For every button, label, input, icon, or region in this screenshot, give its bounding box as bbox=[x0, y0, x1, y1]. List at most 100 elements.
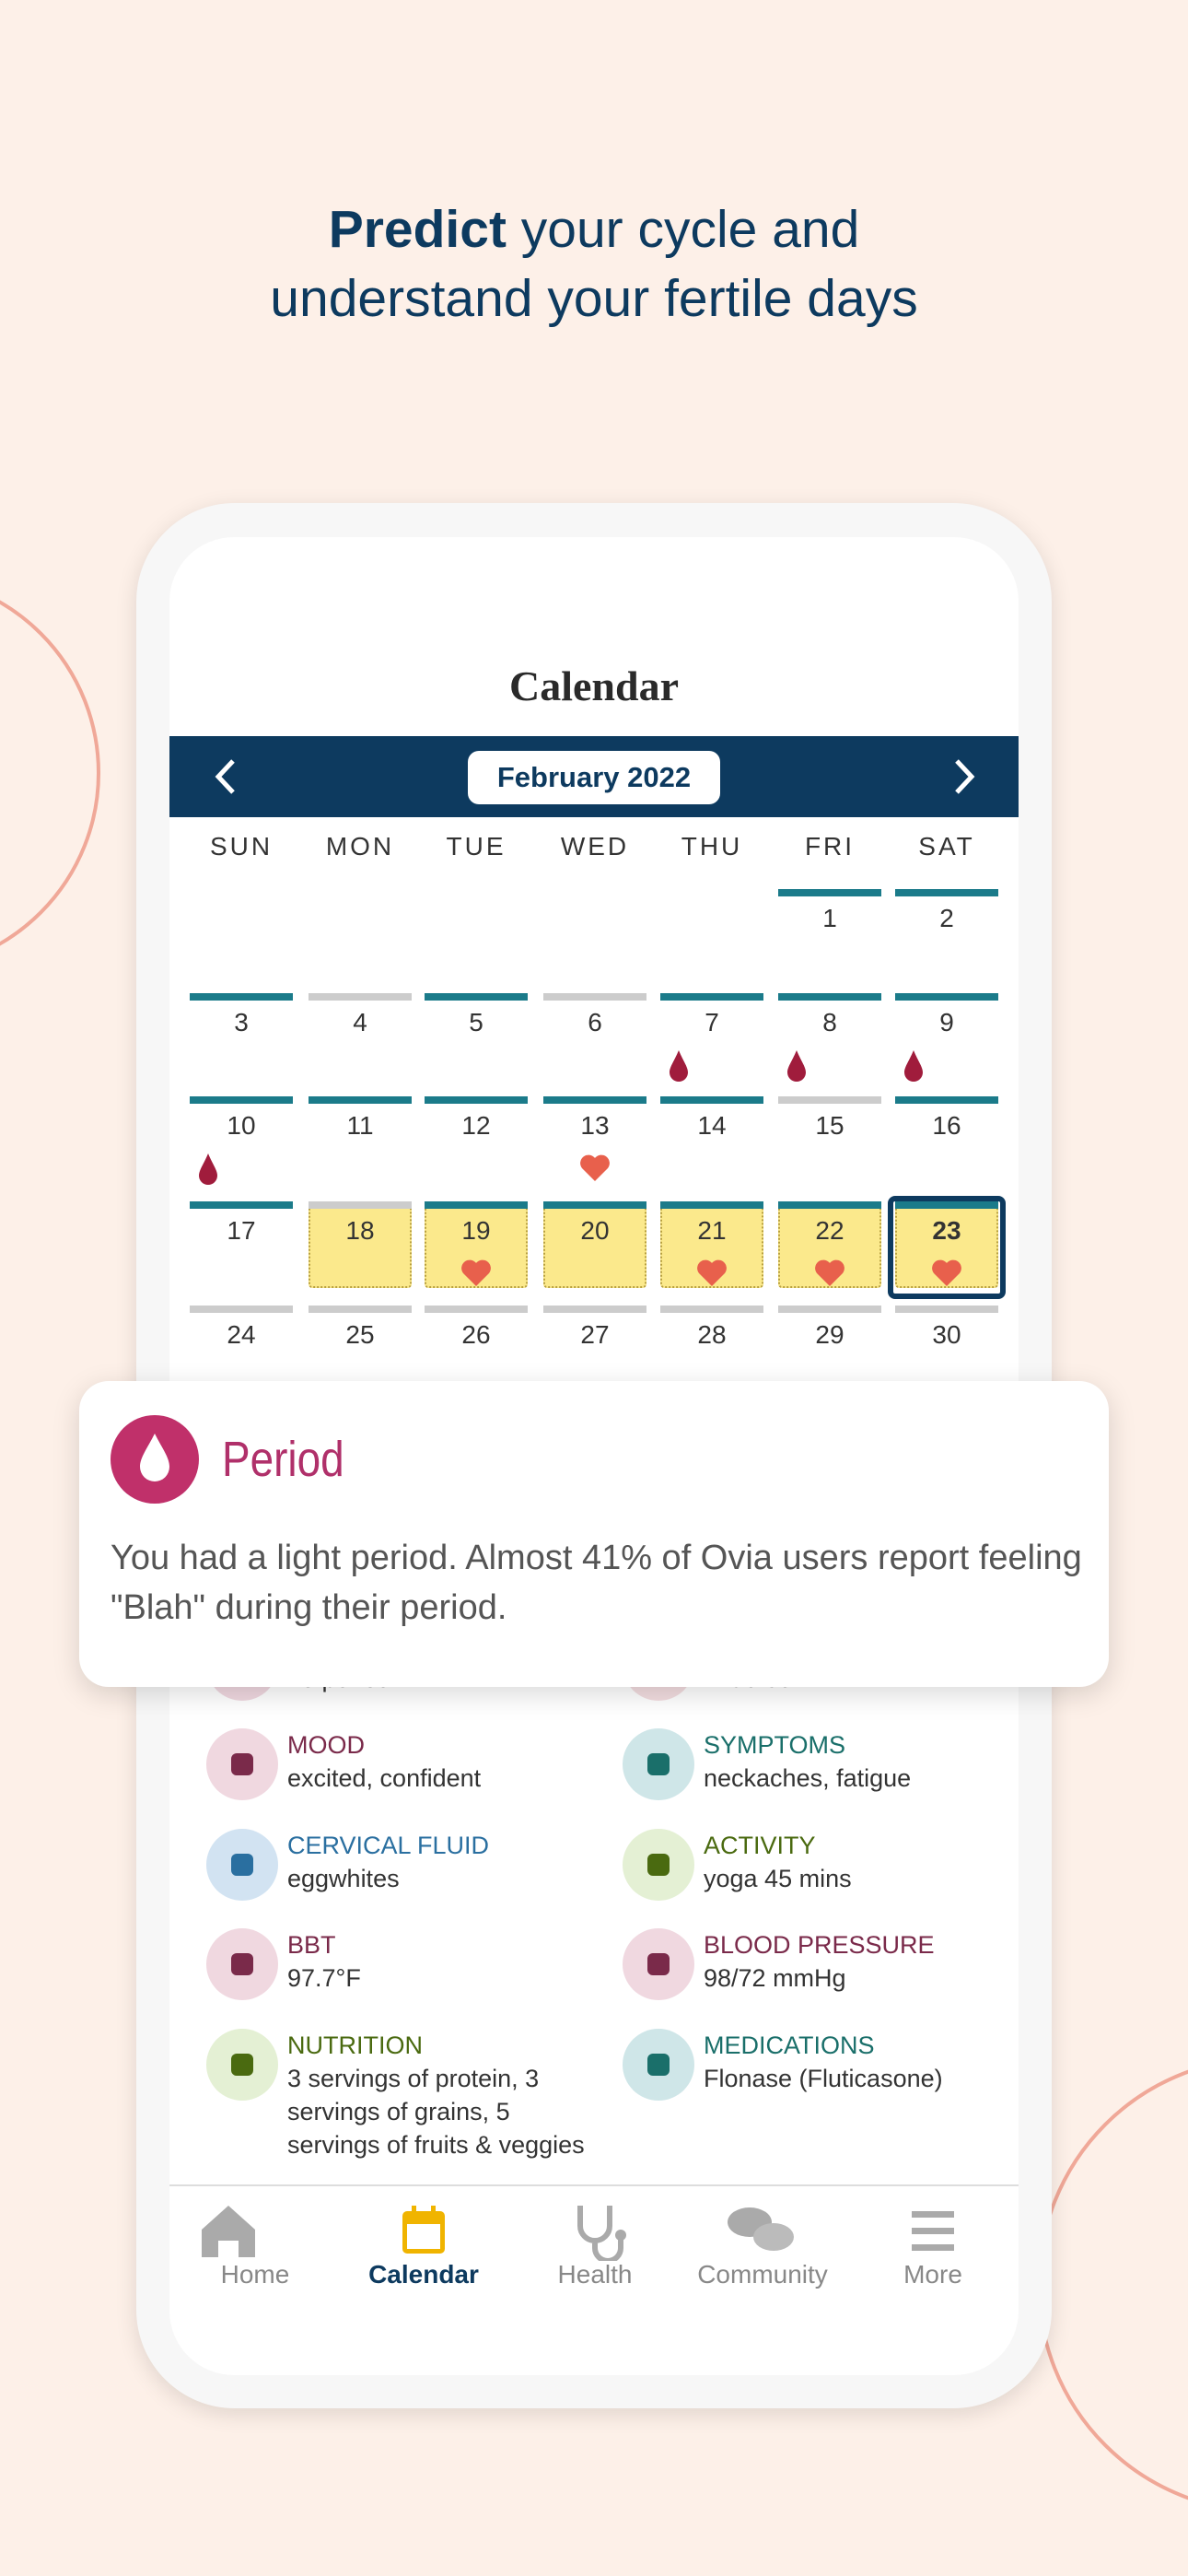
tab-label[interactable]: Health bbox=[557, 2260, 633, 2289]
day-number[interactable]: 10 bbox=[227, 1111, 256, 1140]
day-number[interactable]: 5 bbox=[469, 1008, 483, 1036]
card-text: You had a light period. Almost 41% of Ov… bbox=[111, 1539, 1082, 1627]
day-bar bbox=[309, 1201, 412, 1209]
day-number[interactable]: 4 bbox=[353, 1008, 367, 1036]
day-number[interactable]: 6 bbox=[588, 1008, 602, 1036]
weekday: TUE bbox=[446, 832, 507, 861]
detail-glyph bbox=[231, 1753, 253, 1775]
day-number[interactable]: 24 bbox=[227, 1320, 256, 1349]
detail-label: BLOOD PRESSURE bbox=[704, 1931, 935, 1959]
tab-label[interactable]: Home bbox=[220, 2260, 290, 2289]
day-bar bbox=[895, 889, 998, 896]
day-number[interactable]: 17 bbox=[227, 1216, 256, 1245]
day-number[interactable]: 25 bbox=[345, 1320, 375, 1349]
heart bbox=[815, 1259, 844, 1286]
day-bar bbox=[660, 993, 763, 1001]
period-drop bbox=[670, 1050, 688, 1082]
day-number[interactable]: 15 bbox=[815, 1111, 844, 1140]
detail-glyph bbox=[647, 2053, 670, 2076]
card-title: Period bbox=[222, 1432, 344, 1487]
month-label[interactable]: February 2022 bbox=[468, 751, 720, 804]
day-number[interactable]: 20 bbox=[580, 1216, 610, 1245]
day-bar bbox=[309, 993, 412, 1001]
day-number[interactable]: 27 bbox=[580, 1320, 610, 1349]
weekday: SUN bbox=[209, 832, 274, 861]
day-number[interactable]: 11 bbox=[346, 1111, 374, 1140]
detail-glyph bbox=[647, 1853, 670, 1876]
day-number[interactable]: 8 bbox=[822, 1008, 837, 1036]
day-number[interactable]: 7 bbox=[705, 1008, 719, 1036]
day-bar bbox=[309, 1096, 412, 1104]
detail-value: excited, confident bbox=[287, 1764, 482, 1792]
day-number[interactable]: 9 bbox=[939, 1008, 954, 1036]
detail-label: BBT bbox=[287, 1931, 336, 1959]
day-bar bbox=[778, 1306, 881, 1313]
detail-label: SYMPTOMS bbox=[704, 1731, 846, 1759]
detail-glyph bbox=[647, 1953, 670, 1975]
weekday: MON bbox=[325, 832, 395, 861]
day-number[interactable]: 22 bbox=[815, 1216, 844, 1245]
weekday: THU bbox=[681, 832, 743, 861]
heart bbox=[580, 1154, 610, 1181]
detail-value: 98/72 mmHg bbox=[704, 1964, 846, 1992]
detail-glyph bbox=[647, 1753, 670, 1775]
weekday: WED bbox=[560, 832, 630, 861]
day-number[interactable]: 28 bbox=[697, 1320, 727, 1349]
tab-label[interactable]: More bbox=[903, 2260, 962, 2289]
day-number[interactable]: 21 bbox=[697, 1216, 727, 1245]
day-number[interactable]: 14 bbox=[697, 1111, 727, 1140]
headline-rest: your cycle and understand your fertile d… bbox=[270, 200, 918, 328]
tab-label[interactable]: Calendar bbox=[368, 2260, 479, 2289]
headline: Predict your cycle and understand your f… bbox=[0, 195, 1188, 334]
day-number[interactable]: 26 bbox=[461, 1320, 491, 1349]
next-month[interactable] bbox=[946, 755, 983, 798]
day-number[interactable]: 1 bbox=[822, 904, 837, 932]
tab-label[interactable]: Community bbox=[697, 2260, 828, 2289]
detail-label: ACTIVITY bbox=[704, 1831, 816, 1859]
detail-value: neckaches, fatigue bbox=[704, 1764, 912, 1792]
day-number[interactable]: 3 bbox=[234, 1008, 249, 1036]
day-number[interactable]: 29 bbox=[815, 1320, 844, 1349]
selected-day[interactable] bbox=[888, 1196, 1006, 1299]
day-number[interactable]: 30 bbox=[932, 1320, 961, 1349]
day-number[interactable]: 18 bbox=[345, 1216, 375, 1245]
tab-icons bbox=[202, 2206, 954, 2261]
day-number[interactable]: 16 bbox=[932, 1111, 961, 1140]
day-number[interactable]: 23 bbox=[932, 1216, 961, 1245]
day-bar bbox=[543, 1306, 646, 1313]
day-bar bbox=[190, 1096, 293, 1104]
heart bbox=[461, 1259, 491, 1286]
day-number[interactable]: 19 bbox=[461, 1216, 491, 1245]
period-drop bbox=[904, 1050, 923, 1082]
day-bar bbox=[309, 1306, 412, 1313]
day-bar bbox=[543, 1096, 646, 1104]
day-bar bbox=[660, 1096, 763, 1104]
detail-label: MEDICATIONS bbox=[704, 2031, 875, 2059]
detail-glyph bbox=[231, 1953, 253, 1975]
headline-bold: Predict bbox=[328, 200, 507, 259]
day-bar bbox=[190, 1306, 293, 1313]
day-bar bbox=[895, 1201, 998, 1209]
day-number[interactable]: 12 bbox=[461, 1111, 491, 1140]
fertile-day bbox=[543, 1205, 646, 1288]
day-number[interactable]: 13 bbox=[580, 1111, 610, 1140]
day-bar bbox=[425, 993, 528, 1001]
period-card bbox=[79, 1381, 1109, 1687]
prev-month[interactable] bbox=[207, 755, 244, 798]
detail-value: yoga 45 mins bbox=[704, 1864, 852, 1892]
day-bar bbox=[543, 993, 646, 1001]
screen-title: Calendar bbox=[509, 662, 679, 709]
day-bar bbox=[778, 889, 881, 896]
day-bar bbox=[778, 1096, 881, 1104]
day-bar bbox=[895, 1306, 998, 1313]
detail-label: CERVICAL FLUID bbox=[287, 1831, 490, 1859]
day-number[interactable]: 2 bbox=[939, 904, 954, 932]
day-bar bbox=[660, 1306, 763, 1313]
detail-value: 3 servings of protein, 3 servings of gra… bbox=[287, 2064, 585, 2159]
day-bar bbox=[778, 993, 881, 1001]
day-bar bbox=[190, 993, 293, 1001]
detail-value: Flonase (Fluticasone) bbox=[704, 2064, 943, 2092]
period-icon bbox=[111, 1415, 199, 1504]
detail-glyph bbox=[231, 1853, 253, 1876]
